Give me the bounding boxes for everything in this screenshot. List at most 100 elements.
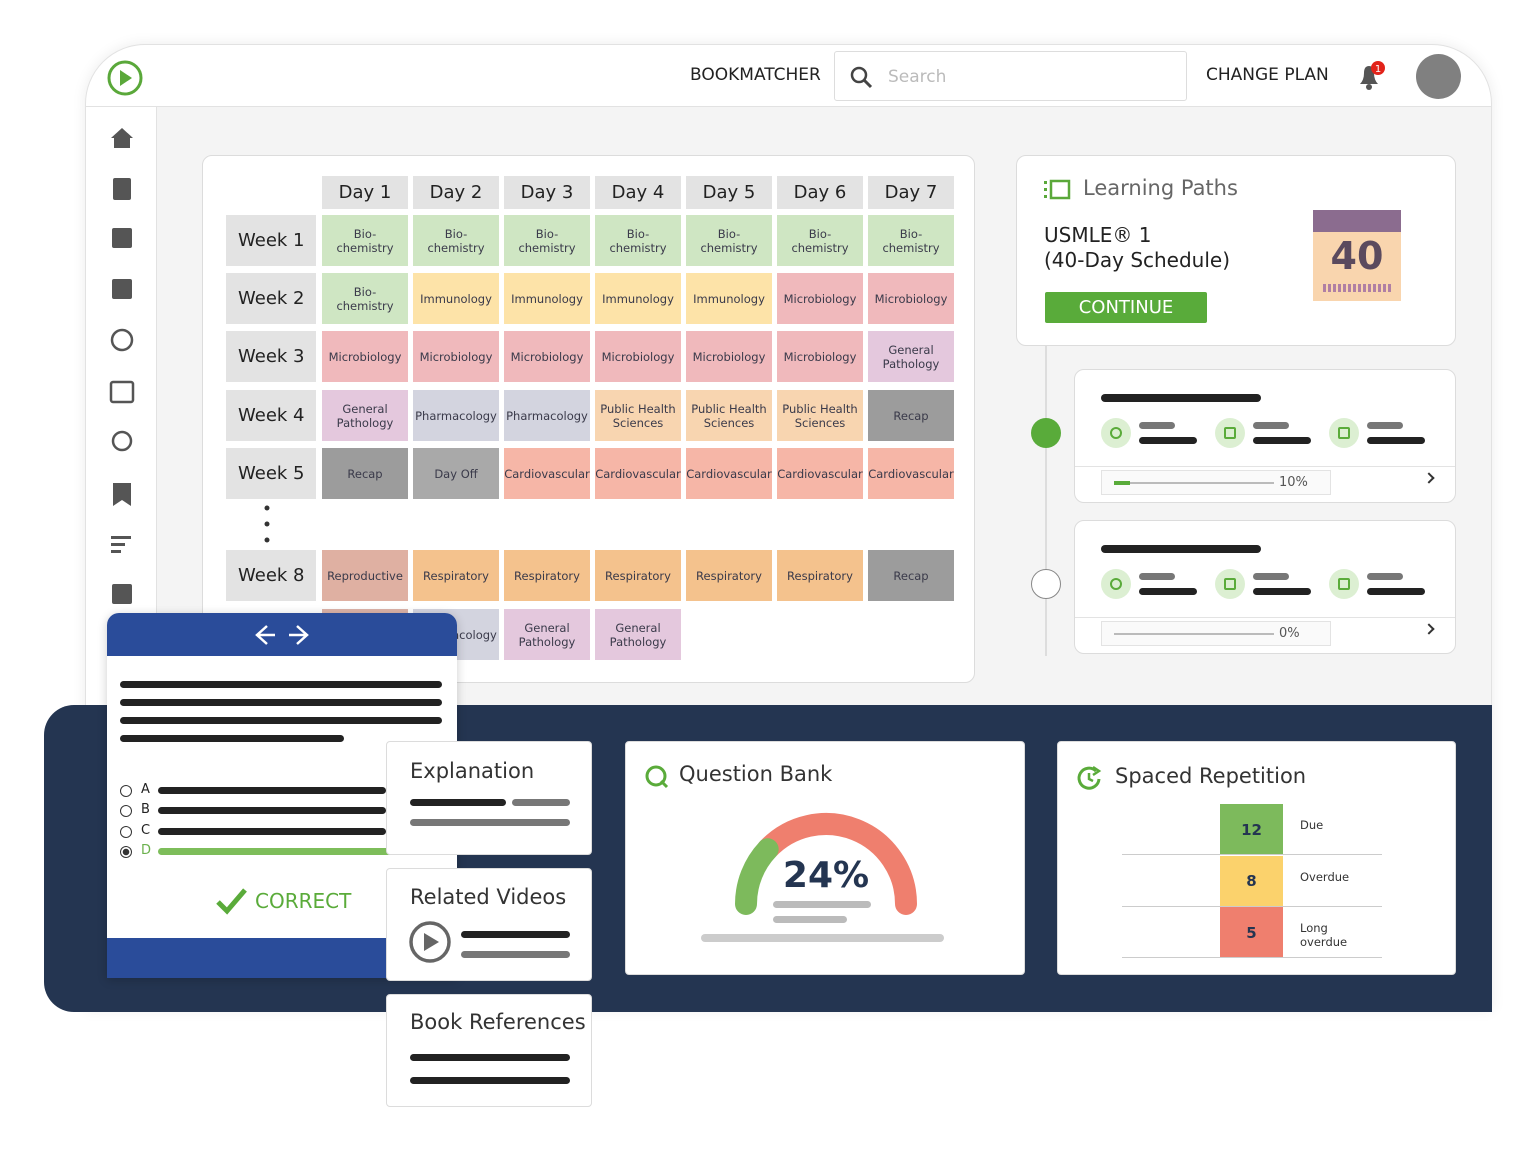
schedule-cell: Pharmacology xyxy=(413,390,499,441)
path-card[interactable]: 10% xyxy=(1074,369,1456,503)
schedule-cell: Microbiology xyxy=(504,331,590,382)
schedule-cell: Microbiology xyxy=(777,273,863,324)
search-icon xyxy=(850,66,873,89)
week-label: Week 3 xyxy=(226,331,316,382)
avatar[interactable] xyxy=(1416,54,1461,99)
header-border xyxy=(86,106,1491,107)
sidebar-border xyxy=(156,107,157,707)
schedule-cell: Microbiology xyxy=(322,331,408,382)
path-title-line xyxy=(1101,545,1261,553)
timeline xyxy=(1045,346,1047,656)
row-divider xyxy=(1122,854,1382,855)
timeline-node xyxy=(1031,418,1061,448)
day-header: Day 2 xyxy=(413,176,499,209)
resource-title: Book References xyxy=(410,1010,586,1034)
result-label: CORRECT xyxy=(255,889,352,913)
spaced-repetition-card: Spaced Repetition 12 Due 8 Overdue 5 Long ove… xyxy=(1057,741,1456,975)
feature-icon xyxy=(1329,569,1359,599)
paths-icon[interactable] xyxy=(109,380,135,404)
bookmark-icon[interactable] xyxy=(113,483,131,506)
progress-track xyxy=(1114,482,1274,484)
option-label: D xyxy=(141,842,152,858)
resource-card[interactable]: Explanation xyxy=(386,741,592,855)
stat-line xyxy=(1253,422,1289,429)
resource-card[interactable]: Book References xyxy=(386,994,592,1107)
timeline-node xyxy=(1031,569,1061,599)
radio[interactable] xyxy=(120,825,132,838)
nav-bookmatcher[interactable]: BOOKMATCHER xyxy=(690,65,821,85)
bell-icon[interactable]: 1 xyxy=(1355,60,1391,92)
path-title-line xyxy=(1101,394,1261,402)
search-box[interactable]: Search xyxy=(834,51,1187,101)
divider xyxy=(1075,617,1455,618)
check-icon xyxy=(216,888,247,915)
row-divider xyxy=(1122,905,1382,907)
radio[interactable] xyxy=(120,845,132,858)
search-placeholder: Search xyxy=(888,67,947,87)
text-line xyxy=(410,799,506,806)
day-header: Day 3 xyxy=(504,176,590,209)
day-header: Day 6 xyxy=(777,176,863,209)
clipboard-icon[interactable] xyxy=(113,178,131,200)
stat-line xyxy=(1253,437,1311,444)
progress-label: 0% xyxy=(1279,626,1300,641)
radio[interactable] xyxy=(120,805,132,818)
schedule-cell: Immunology xyxy=(504,273,590,324)
schedule-cell: Microbiology xyxy=(777,331,863,382)
feature-icon xyxy=(1215,418,1245,448)
gauge-value xyxy=(735,838,779,915)
schedule-cell: Immunology xyxy=(413,273,499,324)
learning-paths-title: Learning Paths xyxy=(1083,176,1238,200)
path-card[interactable]: 0% xyxy=(1074,520,1456,654)
feature-icon xyxy=(1329,418,1359,448)
calendar-top xyxy=(1313,210,1401,232)
stat-line xyxy=(1139,437,1197,444)
text-line xyxy=(120,717,442,724)
text-line xyxy=(701,934,944,942)
option-label: B xyxy=(141,802,150,818)
schedule-cell: Public Health Sciences xyxy=(777,390,863,441)
text-line xyxy=(120,699,442,706)
schedule-cell: Bio- chemistry xyxy=(595,215,681,266)
schedule-cell: Cardiovascular xyxy=(868,448,954,499)
resource-title: Related Videos xyxy=(410,885,567,909)
video-icon[interactable] xyxy=(112,228,132,248)
schedule-cell: Respiratory xyxy=(413,550,499,601)
row-label: Long overdue xyxy=(1300,921,1348,949)
radio[interactable] xyxy=(120,785,132,797)
option-line xyxy=(158,807,386,815)
calendar-dots xyxy=(1323,284,1391,292)
stats-icon[interactable] xyxy=(112,584,132,604)
continue-button[interactable]: CONTINUE xyxy=(1045,292,1207,323)
repetition-icon[interactable] xyxy=(111,430,133,452)
edit-icon[interactable] xyxy=(111,536,131,539)
nav-arrows[interactable] xyxy=(247,623,317,647)
schedule-cell: Recap xyxy=(322,448,408,499)
learning-paths-card: Learning Paths USMLE® 1 (40-Day Schedule… xyxy=(1016,155,1456,346)
notes-icon[interactable] xyxy=(112,279,132,299)
gauge-remaining xyxy=(756,813,917,915)
chevron[interactable] xyxy=(1423,472,1435,484)
text-line xyxy=(773,901,871,908)
nav-change-plan[interactable]: CHANGE PLAN xyxy=(1206,65,1329,85)
repetition-icon xyxy=(1077,765,1102,790)
schedule-cell: Public Health Sciences xyxy=(686,390,772,441)
schedule-cell: Bio- chemistry xyxy=(322,215,408,266)
schedule-cell: Public Health Sciences xyxy=(595,390,681,441)
schedule-cell: Bio- chemistry xyxy=(686,215,772,266)
chevron[interactable] xyxy=(1423,623,1435,635)
week-label: Week 5 xyxy=(226,448,316,499)
text-line xyxy=(410,819,570,826)
row-label: Overdue xyxy=(1300,869,1350,884)
notification-badge: 1 xyxy=(1375,64,1381,75)
qbank-icon[interactable] xyxy=(110,328,134,352)
home-icon[interactable] xyxy=(111,128,133,148)
stat-line xyxy=(1253,588,1311,595)
icon-mark xyxy=(1338,578,1350,590)
option-label: C xyxy=(141,822,151,838)
course-name: USMLE® 1 (40-Day Schedule) xyxy=(1044,223,1231,272)
qbank-title: Question Bank xyxy=(679,762,833,786)
resource-card[interactable]: Related Videos xyxy=(386,868,592,981)
stat-line xyxy=(1367,588,1425,595)
